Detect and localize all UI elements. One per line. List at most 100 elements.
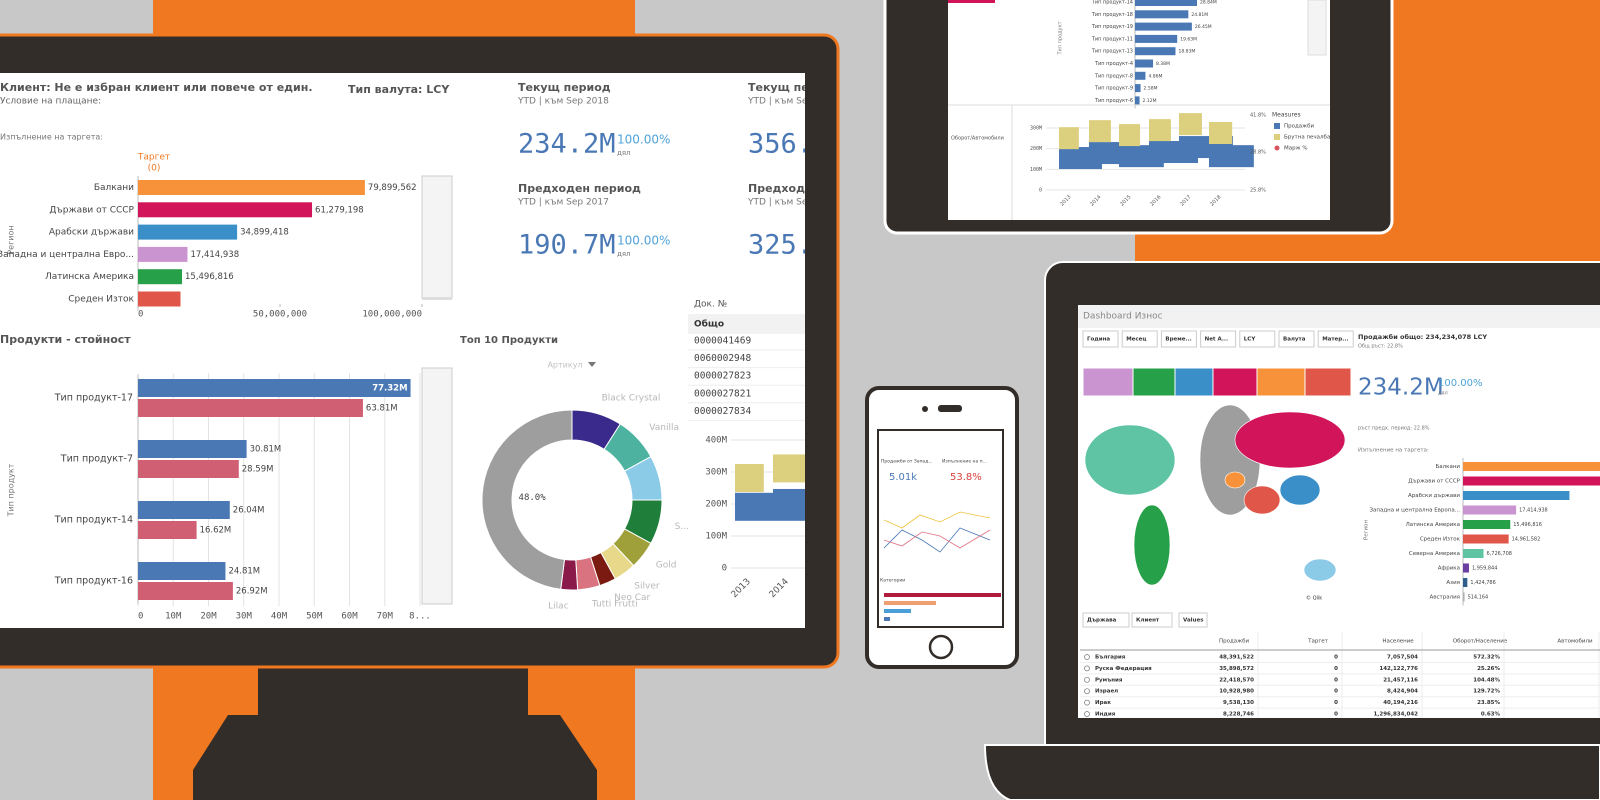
category-label: Латинска Америка (45, 272, 134, 282)
kpi-share-label: дял (617, 149, 631, 157)
filter-button (1200, 330, 1237, 348)
header-payment: Условие на плащане: (0, 97, 101, 107)
target-marker: Таргет (137, 153, 170, 163)
table-cell: 142,122,776 (1379, 666, 1418, 672)
bar (138, 501, 230, 519)
category-label: Африка (1438, 566, 1460, 572)
bar (1463, 534, 1509, 544)
value-label: 18.83M (1178, 49, 1195, 55)
table-total: Общо (694, 319, 724, 330)
bar (138, 291, 181, 307)
tablet-dashboard: Тип продукт Тип продукт-14 28.84M Тип проду… (948, 0, 1330, 220)
table-cell: 572.32% (1473, 655, 1500, 661)
table-cell: 7,057,504 (1387, 655, 1418, 661)
table-cell: 8,424,904 (1387, 689, 1418, 695)
bar (1135, 84, 1141, 93)
kpi-title: Изпълнение на п... (942, 459, 987, 465)
target-label: Изпълнение на таргета: (0, 133, 103, 142)
bar (138, 269, 183, 285)
bar (138, 224, 238, 240)
y-tick-label: 0 (722, 564, 727, 574)
table-cell: Израел (1095, 689, 1118, 695)
x-tick-label: 50,000,000 (253, 310, 307, 320)
chart-title: Топ 10 Продукти (460, 335, 558, 346)
legend-swatch (1274, 145, 1280, 151)
category-label: Среден Изток (68, 295, 134, 305)
filter-button (1317, 330, 1354, 348)
x-tick-label: 40M (271, 612, 288, 622)
category-label: Среден Изток (1420, 537, 1461, 543)
legend-swatch (1274, 134, 1280, 140)
y2-tick-label: 41.8% (1250, 113, 1266, 119)
filter-label: Време... (1165, 337, 1191, 343)
kpi-value: 356. (748, 129, 813, 160)
category-label: Тип продукт-7 (60, 454, 133, 465)
value-label: 79,899,562 (368, 183, 417, 193)
bar-segment (735, 464, 764, 492)
category-label: Тип продукт-19 (1091, 24, 1133, 30)
slice-label: Black Crystal (602, 394, 661, 404)
table-button (1082, 612, 1130, 628)
target-label: Изпълнение на таргета: (1358, 448, 1429, 454)
bar (138, 180, 365, 195)
map-region (1234, 411, 1346, 469)
x-tick-label: 10M (165, 612, 182, 622)
bar-segment (1209, 122, 1233, 145)
x-tick-label: 50M (306, 612, 323, 622)
expand-icon (1084, 711, 1090, 717)
category-label: Латинска Америка (1406, 522, 1460, 528)
y-tick-label: 200M (1030, 146, 1042, 152)
legend-label: Продажби (1284, 124, 1315, 130)
category-label: Азия (1446, 580, 1460, 586)
target-marker: (0) (148, 164, 161, 174)
bar (138, 440, 247, 458)
map-credit: © Qlik (1306, 595, 1322, 602)
y-tick-label: 100M (1030, 167, 1042, 173)
treemap-cell (1132, 367, 1176, 397)
table-cell: Руска Федерация (1095, 666, 1152, 672)
phone-dashboard: Продажби от Запад... 5.01k Изпълнение на п… (880, 459, 1001, 621)
filter-label: Месец (1126, 337, 1146, 343)
bar-segment (1059, 127, 1079, 150)
value-label: 1,424,786 (1470, 580, 1495, 586)
category-label: Държави от СССР (1408, 479, 1460, 485)
legend-label: Марж % (1284, 146, 1308, 152)
table-cell: 0 (1334, 677, 1338, 683)
table-cell: 1,296,834,042 (1373, 712, 1418, 718)
column-header: Таргет (1307, 639, 1328, 645)
phone-camera (922, 406, 928, 412)
value-label: 24.81M (228, 567, 260, 577)
kpi-subtitle: YTD | към Sep 2017 (517, 198, 609, 208)
table-cell: Ирак (1095, 700, 1111, 706)
section-title: Категории (880, 578, 905, 584)
table-cell: 0000027821 (694, 388, 751, 399)
category-label: Балкани (94, 183, 134, 193)
bar (1463, 476, 1600, 486)
header-client: Клиент: Не е избран клиент или повече от… (0, 81, 313, 94)
category-label: Тип продукт-14 (1091, 0, 1133, 6)
kpi-value: 325. (748, 230, 813, 261)
dimension-selector: Артикул (547, 361, 582, 370)
category-label: Тип продукт-17 (54, 393, 133, 404)
side-label: Оборот/Автомобили (951, 136, 1004, 142)
kpi-value: 190.7M (518, 230, 616, 261)
kpi-title: Предходен период (518, 182, 641, 195)
bar-segment (1119, 124, 1141, 147)
filter-button (1160, 330, 1197, 348)
header-currency: Тип валута: LCY (348, 83, 450, 96)
monitor-screen (0, 73, 805, 628)
category-label: Австралия (1430, 595, 1461, 601)
axis-label: Тип продукт (1058, 21, 1064, 55)
bar (1135, 47, 1176, 56)
treemap-cell (1304, 367, 1352, 397)
bar-segment (1149, 119, 1171, 142)
value-label: 15,496,816 (1513, 522, 1542, 528)
bar (1463, 505, 1517, 515)
bar (1135, 96, 1140, 105)
dropdown-arrow (588, 362, 596, 367)
value-label: 14,961,582 (1512, 537, 1541, 543)
kpi-share-label: дял (617, 250, 631, 258)
bar (138, 399, 363, 417)
mini-scroll (421, 175, 453, 299)
